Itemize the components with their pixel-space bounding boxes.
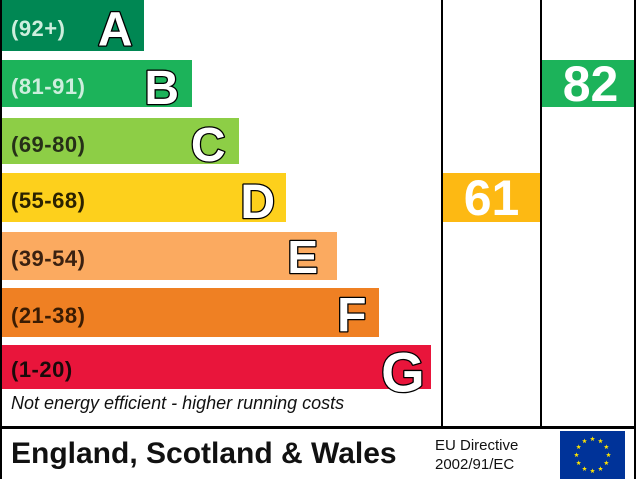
svg-text:F: F [337,289,366,342]
svg-text:A: A [98,4,133,57]
svg-text:G: G [381,340,425,403]
svg-text:D: D [240,176,275,229]
svg-text:B: B [144,62,179,115]
svg-text:C: C [191,119,226,172]
svg-text:E: E [287,231,318,283]
